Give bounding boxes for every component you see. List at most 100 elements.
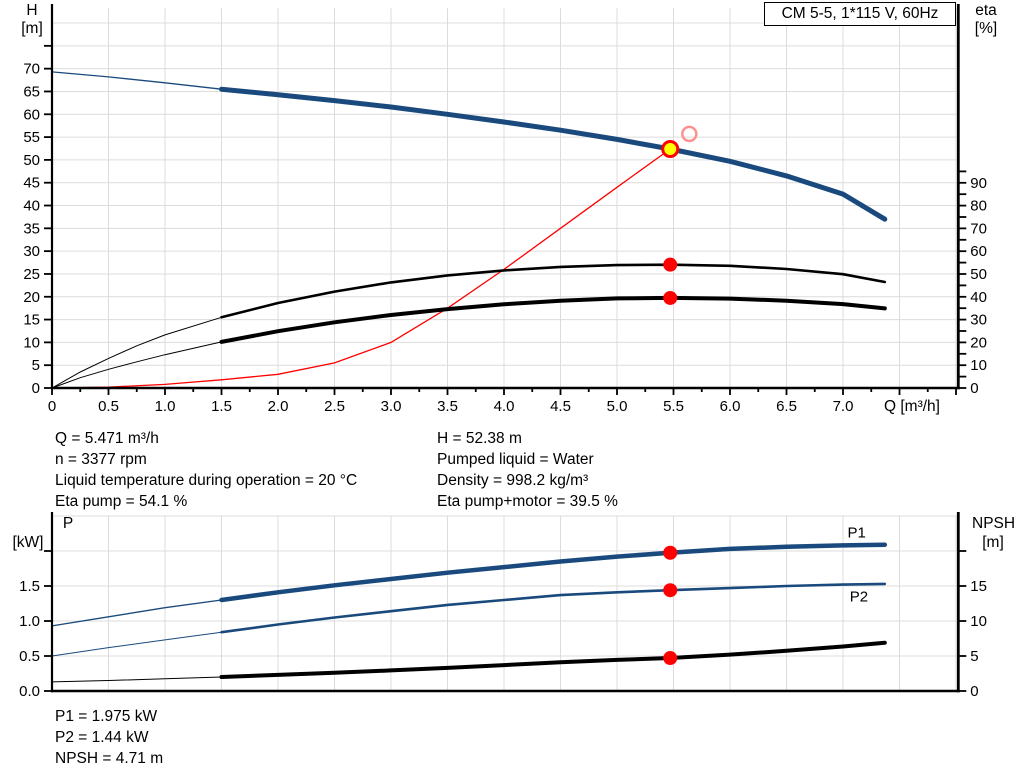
h-axis-title-unit: [m] — [21, 20, 43, 37]
curve-label-p1: P1 — [848, 525, 866, 542]
power-npsh-chart-ticks — [44, 550, 967, 692]
y-left-tick-label: 30 — [23, 243, 40, 260]
curve-label-p2: P2 — [850, 588, 868, 605]
y-left-tick-label: 15 — [23, 312, 40, 329]
y-left-tick-label: 1.5 — [19, 578, 40, 595]
npsh-value: NPSH = 4.71 m — [55, 750, 164, 767]
y-left-tick-label: 55 — [23, 129, 40, 146]
eta-pump-motor-op-point-marker — [663, 290, 678, 305]
y-right-tick-label: 30 — [970, 312, 987, 329]
npsh-axis-title-unit: [m] — [982, 534, 1004, 551]
p1-op-point-marker — [663, 545, 678, 560]
npsh-op-point-marker — [663, 651, 678, 666]
x-tick-label: 3.0 — [381, 398, 402, 415]
qh-efficiency-chart-pump-curve-thin — [51, 71, 223, 90]
y-left-tick-label: 60 — [23, 106, 40, 123]
eta-axis-title-unit: [%] — [974, 20, 998, 37]
y-right-tick-label: 0 — [970, 683, 978, 700]
x-tick-label: 7.0 — [833, 398, 854, 415]
y-right-tick-label: 10 — [970, 357, 987, 374]
y-right-tick-label: 15 — [970, 578, 987, 595]
density-value: Density = 998.2 kg/m³ — [437, 472, 589, 489]
power-npsh-chart-p2-curve-thin — [51, 631, 222, 657]
power-npsh-chart-tick-labels: 0.0 0.5 1.0 1.5 0 5 10 15 — [19, 578, 987, 700]
qh-efficiency-chart-axes — [50, 4, 960, 390]
npsh-axis-title-symbol: NPSH — [972, 515, 1016, 532]
qh-efficiency-chart-ticks — [44, 44, 967, 395]
power-npsh-chart: 0.0 0.5 1.0 1.5 0 5 10 15 P1 P2 — [19, 512, 987, 700]
p-axis-title-symbol: P — [62, 515, 74, 532]
x-tick-label: 1.5 — [211, 398, 232, 415]
y-right-tick-label: 10 — [970, 613, 987, 630]
eta-pump-value: Eta pump = 54.1 % — [55, 493, 188, 510]
qh-efficiency-chart-eta-pump-motor-curve-thin — [51, 341, 222, 389]
y-left-tick-label: 10 — [23, 334, 40, 351]
power-npsh-chart-npsh-curve-thin — [51, 676, 222, 683]
y-left-tick-label: 0.0 — [19, 683, 40, 700]
requested-duty-point-marker — [681, 125, 698, 143]
qh-efficiency-chart-eta-pump-curve-thin — [51, 316, 222, 389]
x-tick-label: 6.5 — [776, 398, 797, 415]
y-left-tick-label: 0 — [32, 380, 40, 397]
y-left-tick-label: 0.5 — [19, 648, 40, 665]
power-npsh-chart-axes — [50, 512, 960, 693]
y-right-tick-label: 50 — [970, 266, 987, 283]
head-value: H = 52.38 m — [437, 430, 522, 447]
speed-value: n = 3377 rpm — [55, 451, 147, 468]
power-npsh-chart-p2-curve — [220, 582, 887, 634]
duty-point-marker — [661, 140, 680, 159]
y-left-tick-label: 45 — [23, 175, 40, 192]
power-npsh-chart-p1-curve — [219, 542, 888, 603]
p-axis-title-unit: [kW] — [12, 534, 44, 551]
y-right-tick-label: 20 — [970, 334, 987, 351]
y-left-tick-label: 20 — [23, 289, 40, 306]
duty-data-right-column: H = 52.38 m Pumped liquid = Water Densit… — [437, 428, 618, 512]
power-npsh-chart-npsh-curve — [219, 640, 887, 679]
p2-op-point-marker — [663, 583, 678, 598]
x-tick-label: 4.5 — [550, 398, 571, 415]
p1-value: P1 = 1.975 kW — [55, 708, 158, 725]
x-tick-label: 6.0 — [720, 398, 741, 415]
y-left-tick-label: 40 — [23, 198, 40, 215]
duty-data-left-column: Q = 5.471 m³/h n = 3377 rpm Liquid tempe… — [55, 428, 357, 512]
qh-efficiency-chart-grid — [52, 8, 959, 388]
x-tick-label: 0.5 — [98, 398, 119, 415]
pump-type-title-box: CM 5-5, 1*115 V, 60Hz — [764, 2, 956, 26]
qh-efficiency-chart-pump-curve — [219, 86, 888, 222]
eta-pump-op-point-marker — [663, 257, 678, 272]
y-right-tick-label: 90 — [970, 175, 987, 192]
qh-efficiency-chart: 0 0.5 1.0 1.5 2.0 2.5 3.0 3.5 4.0 4.5 5.0 5.5 6.0 6.5… — [23, 4, 987, 415]
y-left-tick-label: 70 — [23, 61, 40, 78]
x-tick-label: 3.5 — [437, 398, 458, 415]
flow-value: Q = 5.471 m³/h — [55, 430, 159, 447]
p2-value: P2 = 1.44 kW — [55, 729, 149, 746]
x-tick-label: 2.0 — [268, 398, 289, 415]
y-left-tick-label: 25 — [23, 266, 40, 283]
x-tick-label: 5.5 — [663, 398, 684, 415]
pump-type-title: CM 5-5, 1*115 V, 60Hz — [781, 5, 939, 22]
h-axis-title-symbol: H — [26, 2, 38, 19]
q-axis-title: Q [m³/h] — [884, 398, 940, 415]
y-left-tick-label: 35 — [23, 220, 40, 237]
y-left-tick-label: 50 — [23, 152, 40, 169]
eta-axis-title: eta [%] — [964, 2, 1008, 38]
liquid-temperature-value: Liquid temperature during operation = 20… — [55, 472, 358, 489]
y-right-tick-label: 40 — [970, 289, 987, 306]
eta-axis-title-symbol: eta — [975, 2, 997, 19]
qh-efficiency-chart-tick-labels: 0 0.5 1.0 1.5 2.0 2.5 3.0 3.5 4.0 4.5 5.0 5.5 6.0 6.5… — [23, 61, 987, 415]
x-tick-label: 5.0 — [607, 398, 628, 415]
power-npsh-chart-p1-curve-thin — [51, 599, 223, 627]
y-right-tick-label: 70 — [970, 220, 987, 237]
x-tick-label: 4.0 — [494, 398, 515, 415]
y-left-tick-label: 1.0 — [19, 613, 40, 630]
y-left-tick-label: 5 — [32, 357, 40, 374]
pumped-liquid-value: Pumped liquid = Water — [437, 451, 594, 468]
y-right-tick-label: 0 — [970, 380, 978, 397]
power-npsh-values-block: P1 = 1.975 kW P2 = 1.44 kW NPSH = 4.71 m — [55, 706, 163, 769]
qh-efficiency-chart-eta-pump-motor-curve — [219, 295, 887, 344]
y-right-tick-label: 5 — [970, 648, 978, 665]
x-tick-label: 2.5 — [324, 398, 345, 415]
y-left-tick-label: 65 — [23, 83, 40, 100]
